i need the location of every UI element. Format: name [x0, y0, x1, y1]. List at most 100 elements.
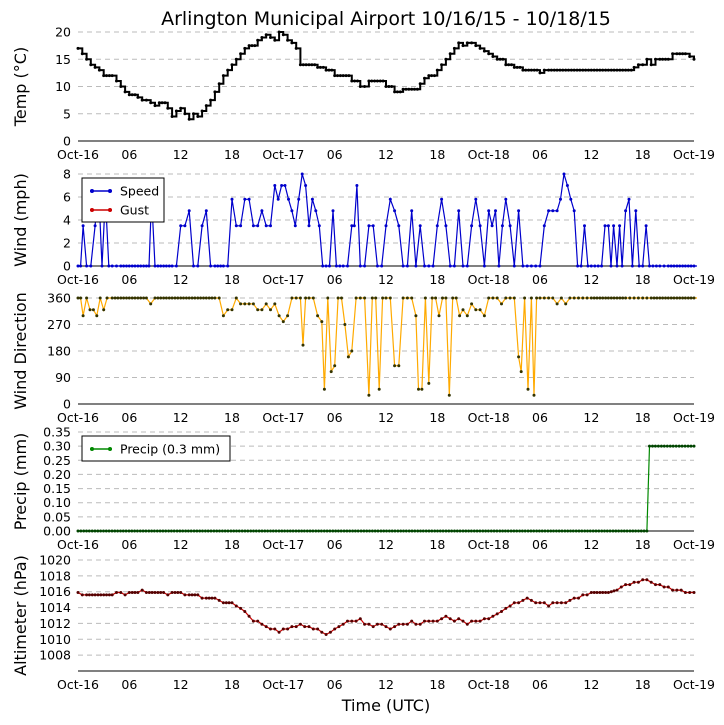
- wind-data-point: [440, 197, 444, 201]
- winddir-data-point: [85, 296, 89, 300]
- winddir-data-point: [666, 296, 670, 300]
- winddir-data-point: [122, 296, 126, 300]
- temp-data-point: [595, 68, 599, 72]
- altimeter-data-point: [559, 601, 563, 605]
- temp-data-point: [427, 74, 431, 78]
- wind-data-point: [122, 264, 126, 268]
- winddir-panel: 0 90 180 270 360 Oct-16 06 12 18 Oct-17 06 12 18 Oct-…: [11, 291, 715, 426]
- temp-data-point: [239, 52, 243, 56]
- altimeter-data-point: [512, 601, 516, 605]
- wind-data-point: [648, 264, 651, 268]
- wind-data-point: [641, 264, 645, 268]
- temp-data-point: [555, 68, 559, 72]
- precip-data-point: [269, 529, 272, 533]
- winddir-data-point: [130, 296, 134, 300]
- winddir-data-point: [414, 314, 418, 318]
- wind-data-point: [230, 197, 234, 201]
- temp-xtick-label: 06: [121, 147, 137, 162]
- altimeter-data-point: [99, 593, 103, 597]
- temp-data-point: [166, 106, 170, 110]
- wind-data-point: [183, 224, 187, 228]
- wind-data-point: [576, 264, 580, 268]
- temp-data-point: [133, 93, 137, 97]
- precip-data-point: [144, 529, 148, 533]
- precip-data-point: [300, 529, 304, 533]
- temp-data-point: [313, 63, 317, 67]
- precip-data-point: [328, 529, 332, 533]
- wind-xtick-label: 06: [532, 272, 548, 287]
- wind-xtick-label: 18: [429, 272, 445, 287]
- wind-data-point: [589, 264, 593, 268]
- precip-data-point: [186, 529, 190, 533]
- winddir-data-point: [512, 296, 516, 300]
- winddir-data-point: [551, 296, 555, 300]
- wind-ytick-label: 6: [63, 190, 71, 205]
- wind-ytick-label: 2: [63, 236, 71, 251]
- winddir-data-point: [210, 296, 214, 300]
- precip-data-point: [223, 529, 227, 533]
- wind-data-point: [269, 224, 272, 228]
- precip-data-point: [302, 529, 306, 533]
- altimeter-data-point: [624, 583, 628, 587]
- altimeter-data-point: [230, 601, 234, 605]
- precip-ytick-label: 0.10: [43, 495, 71, 510]
- winddir-data-point: [354, 296, 358, 300]
- altimeter-data-point: [444, 614, 448, 618]
- wind-data-point: [192, 264, 195, 268]
- wind-legend-marker: [90, 208, 94, 212]
- precip-data-point: [520, 529, 524, 533]
- altimeter-data-point: [159, 591, 163, 594]
- temp-data-point: [140, 98, 144, 102]
- altimeter-data-point: [619, 585, 623, 589]
- temp-data-point: [444, 57, 448, 61]
- temp-data-point: [532, 68, 536, 72]
- temp-data-point: [440, 63, 444, 67]
- temp-xtick-label: 18: [635, 147, 651, 162]
- temp-data-point: [200, 109, 204, 113]
- winddir-data-point: [260, 308, 264, 312]
- altimeter-data-point: [105, 593, 108, 597]
- altimeter-data-point: [234, 604, 238, 608]
- altimeter-data-point: [76, 591, 80, 594]
- temp-data-point: [338, 74, 342, 78]
- temp-data-point: [390, 85, 394, 88]
- temp-xtick-label: 18: [429, 147, 445, 162]
- precip-legend-marker: [90, 447, 94, 451]
- altimeter-data-point: [487, 617, 491, 621]
- temp-data-point: [247, 44, 251, 48]
- wind-data-point: [414, 264, 418, 268]
- winddir-data-point: [632, 296, 636, 300]
- precip-xtick-label: Oct-16: [57, 537, 99, 552]
- wind-data-point: [293, 224, 297, 228]
- wind-data-point: [675, 264, 679, 268]
- winddir-data-point: [628, 296, 632, 300]
- altimeter-xtick-label: 18: [224, 677, 240, 692]
- precip-data-point: [373, 529, 377, 533]
- precip-legend: Precip (0.3 mm): [81, 435, 231, 462]
- precip-data-point: [229, 529, 233, 533]
- wind-data-point: [239, 224, 243, 228]
- temp-data-point: [304, 63, 308, 67]
- temp-data-point: [606, 68, 610, 72]
- temp-data-point: [433, 74, 436, 78]
- altimeter-data-point: [461, 619, 465, 623]
- winddir-data-point: [316, 314, 320, 318]
- precip-data-point: [580, 529, 584, 533]
- precip-ytick-label: 0.35: [43, 425, 71, 440]
- precip-data-point: [246, 529, 250, 533]
- winddir-data-point: [458, 314, 462, 318]
- winddir-data-point: [213, 296, 217, 300]
- winddir-data-point: [304, 296, 308, 300]
- wind-ytick-label: 0: [63, 259, 71, 274]
- altimeter-data-point: [196, 593, 200, 597]
- precip-data-point: [577, 529, 581, 533]
- temp-data-point: [370, 79, 374, 83]
- temp-data-point: [561, 68, 565, 72]
- precip-data-point: [164, 529, 168, 533]
- winddir-y-axis-label: Wind Direction: [11, 292, 30, 410]
- wind-data-point: [444, 224, 448, 228]
- precip-data-point: [486, 529, 490, 533]
- altimeter-data-point: [601, 591, 605, 594]
- temp-xtick-label: 06: [327, 147, 343, 162]
